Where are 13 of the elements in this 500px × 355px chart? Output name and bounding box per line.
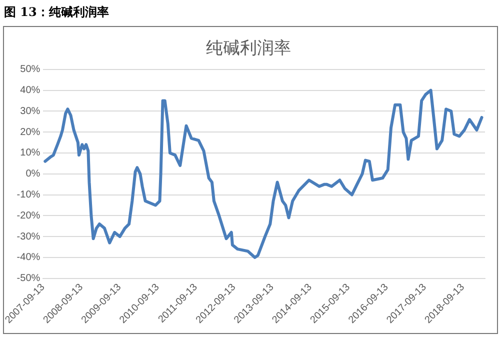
y-tick-label: -30% bbox=[16, 231, 40, 242]
y-tick-label: -50% bbox=[16, 273, 40, 284]
caption: 图 13：纯碱利润率 bbox=[4, 4, 109, 21]
y-tick-label: -20% bbox=[16, 210, 40, 222]
y-tick-label: 50% bbox=[20, 64, 40, 76]
y-tick-label: 20% bbox=[20, 126, 40, 138]
y-tick-label: 30% bbox=[20, 106, 40, 117]
y-tick-label: 10% bbox=[20, 148, 40, 159]
y-tick-label: -40% bbox=[16, 252, 40, 264]
chart-title: 纯碱利润率 bbox=[206, 38, 291, 59]
y-tick-label: 40% bbox=[20, 85, 40, 96]
y-tick-label: -10% bbox=[16, 190, 40, 201]
y-tick-label: 0% bbox=[26, 168, 40, 180]
